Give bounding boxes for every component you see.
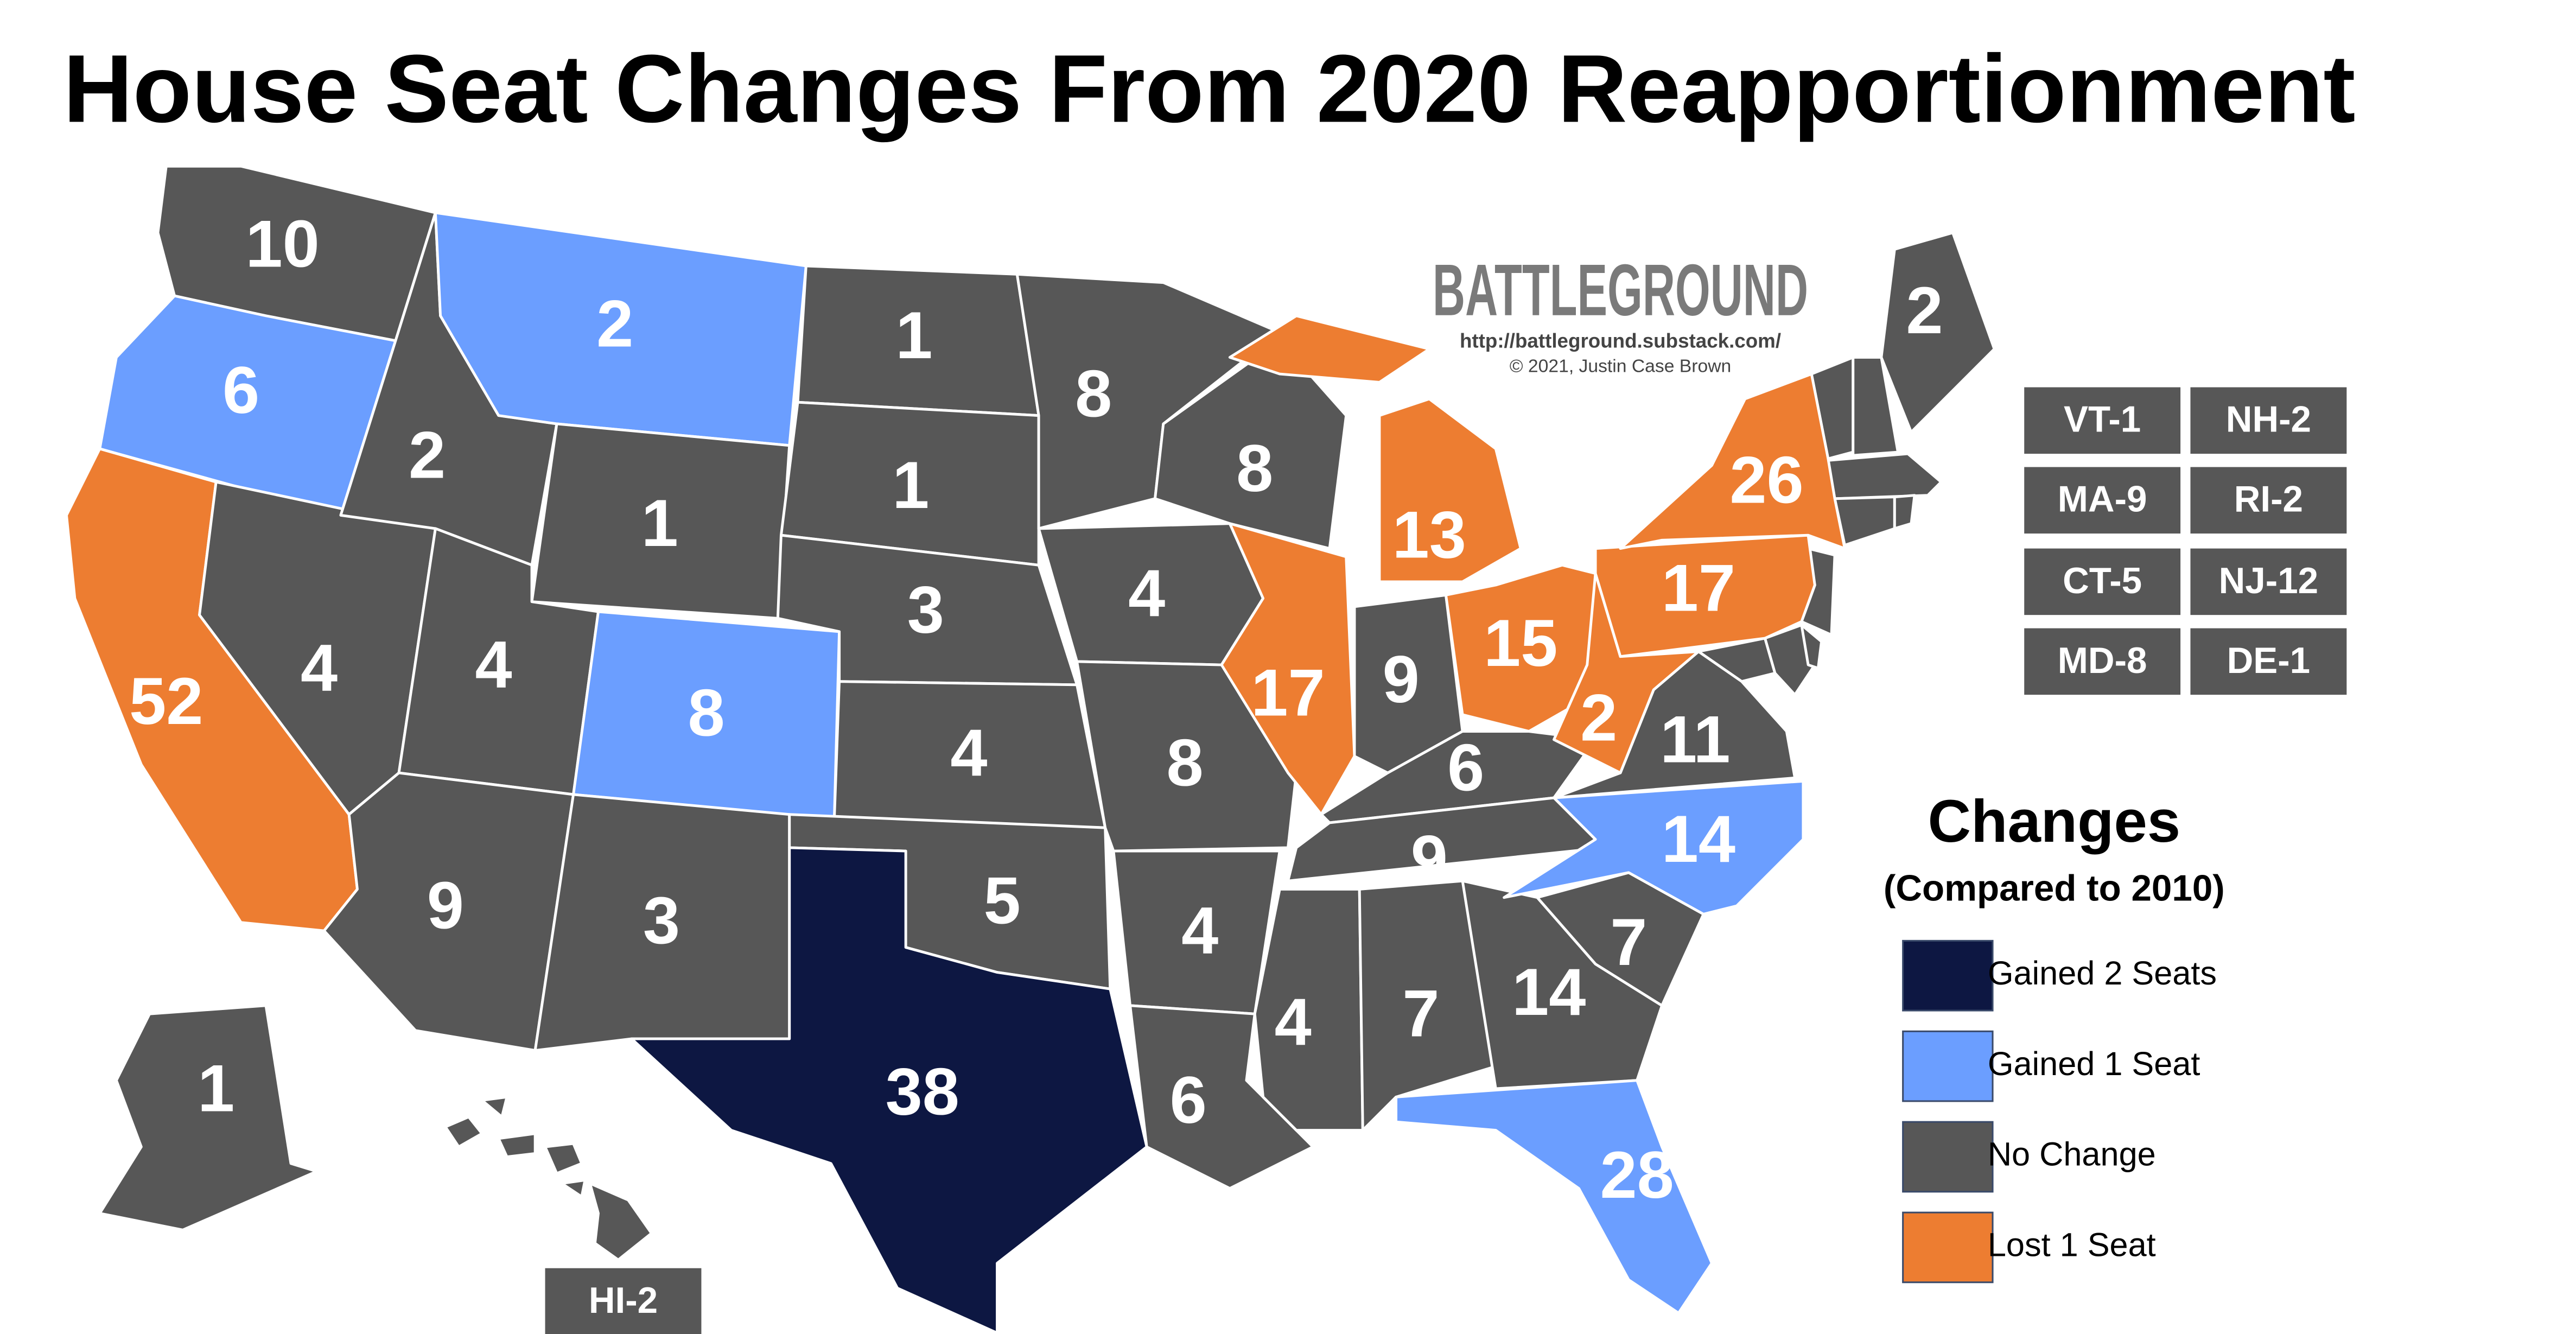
state-label: 17	[1662, 551, 1735, 625]
state-label: 14	[1512, 955, 1586, 1029]
small-state-label: HI-2	[589, 1280, 658, 1321]
legend-label: Gained 1 Seat	[1988, 1045, 2200, 1082]
small-state-box	[2024, 628, 2181, 695]
state-label: 9	[427, 868, 464, 943]
state-label: 14	[1662, 802, 1735, 876]
hawaii-island	[497, 1132, 537, 1158]
small-state-label: NH-2	[2226, 399, 2311, 440]
small-state-box	[2024, 548, 2181, 615]
state-label: 4	[301, 631, 338, 705]
state-label: 7	[1402, 976, 1439, 1051]
legend-label: Gained 2 Seats	[1988, 955, 2217, 992]
state-label: 26	[1729, 443, 1803, 517]
state	[1228, 314, 1522, 583]
state	[1395, 1079, 1713, 1314]
legend: Changes (Compared to 2010) Gained 2 Seat…	[1884, 788, 2225, 1284]
state	[1220, 522, 1356, 816]
hawaii-island	[588, 1182, 653, 1261]
small-state-box	[545, 1268, 702, 1334]
state-label: 4	[1275, 984, 1312, 1059]
state-label: 1	[198, 1051, 234, 1126]
state-label: 17	[1251, 656, 1325, 730]
state-label: 38	[886, 1055, 959, 1129]
title: House Seat Changes From 2020 Reapportion…	[63, 35, 2355, 143]
state-label: 11	[1660, 702, 1731, 776]
url: http://battleground.substack.com/	[1460, 330, 1781, 352]
state	[1893, 494, 1916, 530]
state	[1358, 879, 1506, 1132]
state-label: 52	[129, 664, 203, 738]
small-state-label: NJ-12	[2219, 561, 2318, 601]
small-state-label: CT-5	[2063, 561, 2142, 601]
state	[1800, 624, 1823, 670]
small-state-label: RI-2	[2234, 479, 2303, 520]
state-label: 8	[1167, 725, 1204, 799]
state-label: 9	[1383, 642, 1420, 716]
state-label: 1	[892, 448, 929, 522]
state	[1503, 779, 1805, 916]
legend-subtitle: (Compared to 2010)	[1884, 868, 2225, 909]
state	[1880, 231, 1996, 434]
state-label: 15	[1484, 606, 1557, 680]
state-label: 10	[246, 207, 320, 281]
hawaii-island	[444, 1115, 484, 1148]
hawaii-island	[560, 1178, 587, 1198]
hawaii-island	[544, 1142, 583, 1175]
brand: BATTLEGROUND	[1433, 249, 1808, 331]
state	[98, 1004, 400, 1231]
state-label: 4	[950, 715, 987, 790]
state-label: 2	[596, 287, 633, 361]
small-state-box	[2024, 467, 2181, 534]
legend-swatch	[1902, 939, 1994, 1012]
state-label: 1	[895, 298, 932, 372]
state-label: 6	[1170, 1063, 1207, 1137]
state-label: 28	[1600, 1138, 1674, 1212]
state-label: 3	[643, 883, 680, 957]
state-label: 4	[475, 627, 512, 702]
legend-swatch	[1902, 1211, 1994, 1284]
state-label: 9	[1411, 822, 1448, 896]
legend-title: Changes	[1928, 788, 2181, 855]
state-label: 8	[1075, 356, 1112, 430]
small-state-label: MA-9	[2058, 479, 2147, 520]
copyright: © 2021, Justin Case Brown	[1510, 357, 1732, 377]
state	[1852, 355, 1899, 457]
state	[630, 846, 1148, 1334]
state-label: 6	[1447, 730, 1484, 804]
small-state-boxes: VT-1 NH-2 MA-9 RI-2 CT-5 NJ-12 MD-8 DE-1 HI-2	[545, 387, 2347, 1334]
legend-swatch	[1902, 1030, 1994, 1102]
credit: BATTLEGROUND http://battleground.substac…	[1433, 249, 1808, 377]
state-label: 2	[1580, 681, 1617, 755]
state-label: 4	[1128, 556, 1165, 630]
state-label: 8	[1236, 431, 1273, 505]
state-label: 6	[222, 353, 259, 427]
small-state-label: DE-1	[2227, 640, 2310, 681]
small-state-box	[2190, 387, 2347, 454]
state-label: 5	[984, 863, 1021, 937]
small-state-label: VT-1	[2064, 399, 2141, 440]
state-label: 7	[1610, 905, 1647, 979]
legend-label: Lost 1 Seat	[1988, 1227, 2156, 1263]
small-state-label: MD-8	[2058, 640, 2147, 681]
states	[65, 164, 1996, 1334]
small-state-box	[2190, 628, 2347, 695]
state-label: 3	[907, 573, 944, 647]
small-state-box	[2190, 467, 2347, 534]
legend-label: No Change	[1988, 1136, 2156, 1173]
state-label: 13	[1392, 498, 1466, 572]
state-label: 2	[409, 418, 446, 492]
state-label: 2	[1906, 273, 1943, 347]
state	[1619, 372, 1846, 550]
hawaii-island	[480, 1095, 508, 1119]
state-label: 4	[1181, 893, 1218, 968]
small-state-box	[2190, 548, 2347, 615]
state-label: 1	[641, 486, 678, 560]
small-state-box	[2024, 387, 2181, 454]
state-label: 8	[688, 675, 725, 749]
legend-swatch	[1902, 1121, 1994, 1193]
state	[1594, 533, 1816, 658]
